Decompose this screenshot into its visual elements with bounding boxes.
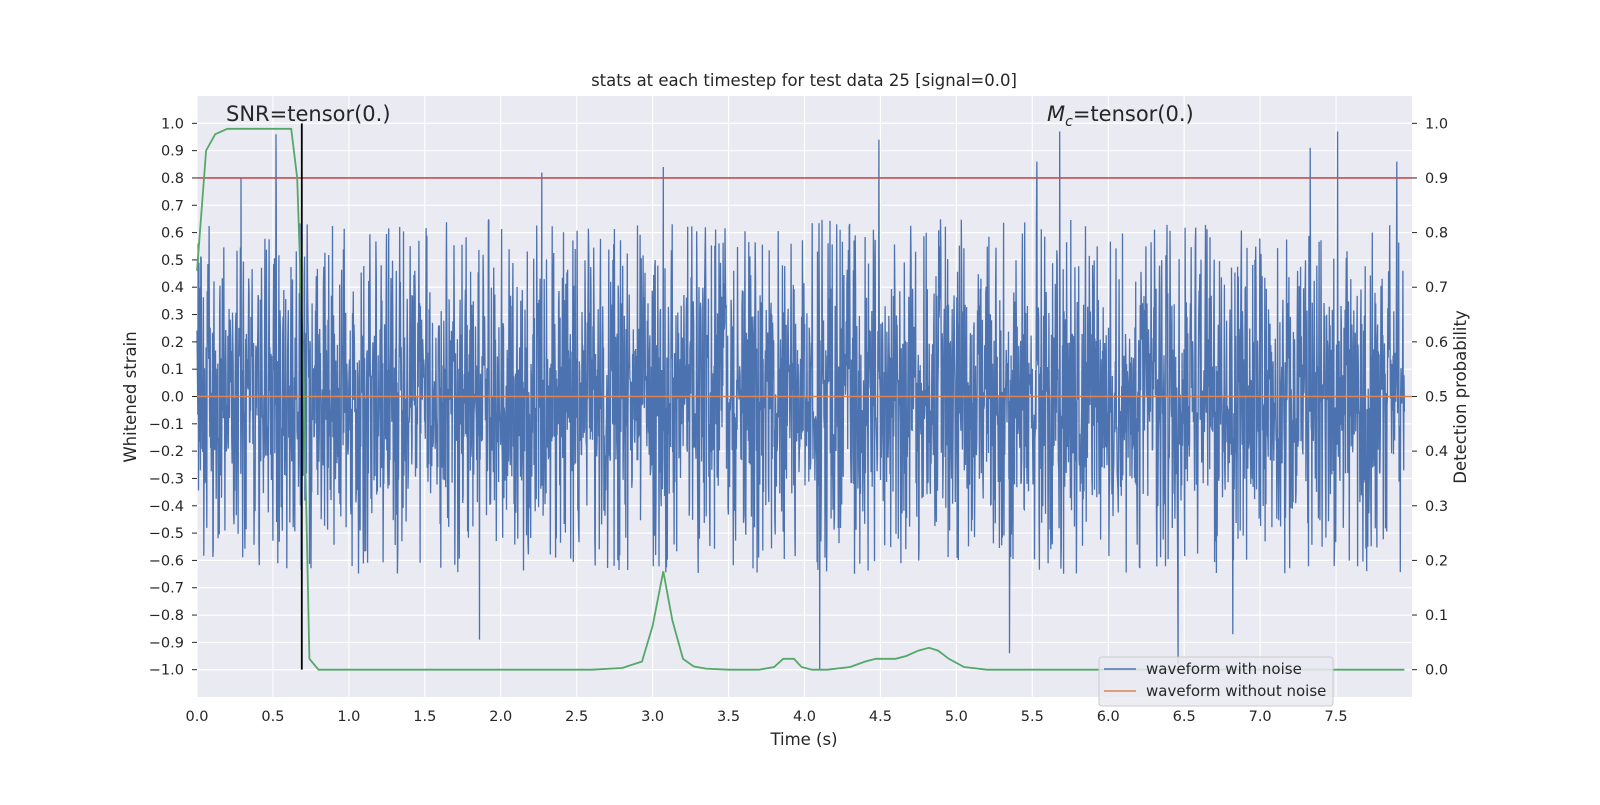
y-tick-label-left: 0.6 (161, 226, 184, 242)
y-tick-label-left: 0.4 (161, 280, 184, 296)
y-axis-label-right: Detection probability (1451, 310, 1470, 484)
x-tick-label: 5.0 (945, 709, 968, 725)
y-tick-label-left: 0.8 (161, 171, 184, 187)
x-tick-label: 7.5 (1325, 709, 1348, 725)
y-axis-label-left: Whitened strain (121, 331, 140, 462)
x-tick-label: 1.0 (337, 709, 360, 725)
x-tick-label: 0.0 (185, 709, 208, 725)
y-tick-label-right: 0.8 (1425, 226, 1448, 242)
y-tick-label-right: 0.5 (1425, 390, 1448, 406)
y-tick-label-left: −0.5 (149, 526, 184, 542)
y-tick-label-right: 0.4 (1425, 444, 1448, 460)
y-tick-label-right: 0.9 (1425, 171, 1448, 187)
x-tick-label: 7.0 (1249, 709, 1272, 725)
y-tick-label-left: 0.0 (161, 390, 184, 406)
y-tick-label-left: 0.3 (161, 308, 184, 324)
mc-symbol: M (1047, 102, 1065, 126)
x-tick-label: 4.5 (869, 709, 892, 725)
y-tick-label-left: 1.0 (161, 116, 184, 132)
x-tick-label: 6.5 (1173, 709, 1196, 725)
legend-label-with-noise: waveform with noise (1146, 660, 1302, 678)
y-tick-label-left: 0.1 (161, 362, 184, 378)
y-tick-label-left: −0.7 (149, 581, 184, 597)
y-tick-label-right: 0.7 (1425, 280, 1448, 296)
y-tick-label-left: −0.1 (149, 417, 184, 433)
y-tick-label-left: −0.4 (149, 499, 184, 515)
detection-probability-line (196, 127, 1405, 671)
x-tick-label: 3.0 (641, 709, 664, 725)
y-tick-label-left: −1.0 (149, 663, 184, 679)
y-tick-label-right: 1.0 (1425, 116, 1448, 132)
legend-label-without-noise: waveform without noise (1146, 682, 1326, 700)
tick-labels: 0.0 0.5 1.0 1.5 2.0 2.5 3.0 3.5 4.0 4.5 5.0 5.5 6.0 6… (149, 116, 1448, 725)
y-tick-label-left: −0.2 (149, 444, 184, 460)
x-tick-label: 3.5 (717, 709, 740, 725)
y-tick-label-left: −0.6 (149, 553, 184, 569)
noise-series (196, 131, 1406, 670)
x-tick-label: 4.0 (793, 709, 816, 725)
mc-annotation: Mc=tensor(0.) (1047, 102, 1194, 130)
legend-box (1098, 656, 1334, 707)
legend: waveform with noise waveform without noi… (1098, 656, 1334, 707)
y-tick-label-left: 0.2 (161, 335, 184, 351)
mc-value: =tensor(0.) (1073, 102, 1194, 126)
x-tick-label: 5.5 (1021, 709, 1044, 725)
y-tick-label-left: −0.9 (149, 635, 184, 651)
y-tick-label-right: 0.6 (1425, 335, 1448, 351)
x-tick-label: 0.5 (261, 709, 284, 725)
y-tick-label-left: 0.7 (161, 198, 184, 214)
y-tick-label-left: 0.9 (161, 144, 184, 160)
overlay-lines (196, 123, 1412, 671)
waveform-with-noise-line (196, 131, 1406, 670)
y-tick-label-right: 0.0 (1425, 663, 1448, 679)
mc-subscript: c (1065, 114, 1073, 130)
x-tick-label: 1.5 (413, 709, 436, 725)
x-tick-label: 2.0 (489, 709, 512, 725)
chart-title: stats at each timestep for test data 25 … (591, 71, 1017, 90)
snr-annotation: SNR=tensor(0.) (226, 102, 391, 126)
y-tick-label-left: −0.3 (149, 471, 184, 487)
y-tick-label-right: 0.2 (1425, 553, 1448, 569)
y-tick-label-left: 0.5 (161, 253, 184, 269)
y-tick-label-right: 0.1 (1425, 608, 1448, 624)
x-tick-label: 6.0 (1097, 709, 1120, 725)
y-tick-label-right: 0.3 (1425, 499, 1448, 515)
y-tick-label-left: −0.8 (149, 608, 184, 624)
x-tick-label: 2.5 (565, 709, 588, 725)
x-axis-label: Time (s) (769, 730, 837, 749)
